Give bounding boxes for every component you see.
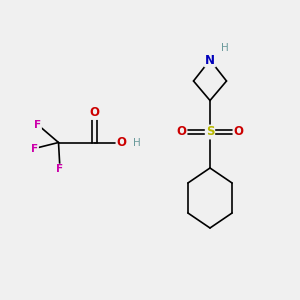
Text: O: O xyxy=(89,106,100,119)
Text: O: O xyxy=(176,125,187,139)
Text: F: F xyxy=(31,143,38,154)
Text: F: F xyxy=(34,119,41,130)
Text: N: N xyxy=(205,53,215,67)
Text: H: H xyxy=(133,137,140,148)
Text: F: F xyxy=(56,164,64,175)
Text: H: H xyxy=(221,43,229,53)
Text: O: O xyxy=(233,125,244,139)
Text: O: O xyxy=(116,136,127,149)
Text: S: S xyxy=(206,125,214,139)
